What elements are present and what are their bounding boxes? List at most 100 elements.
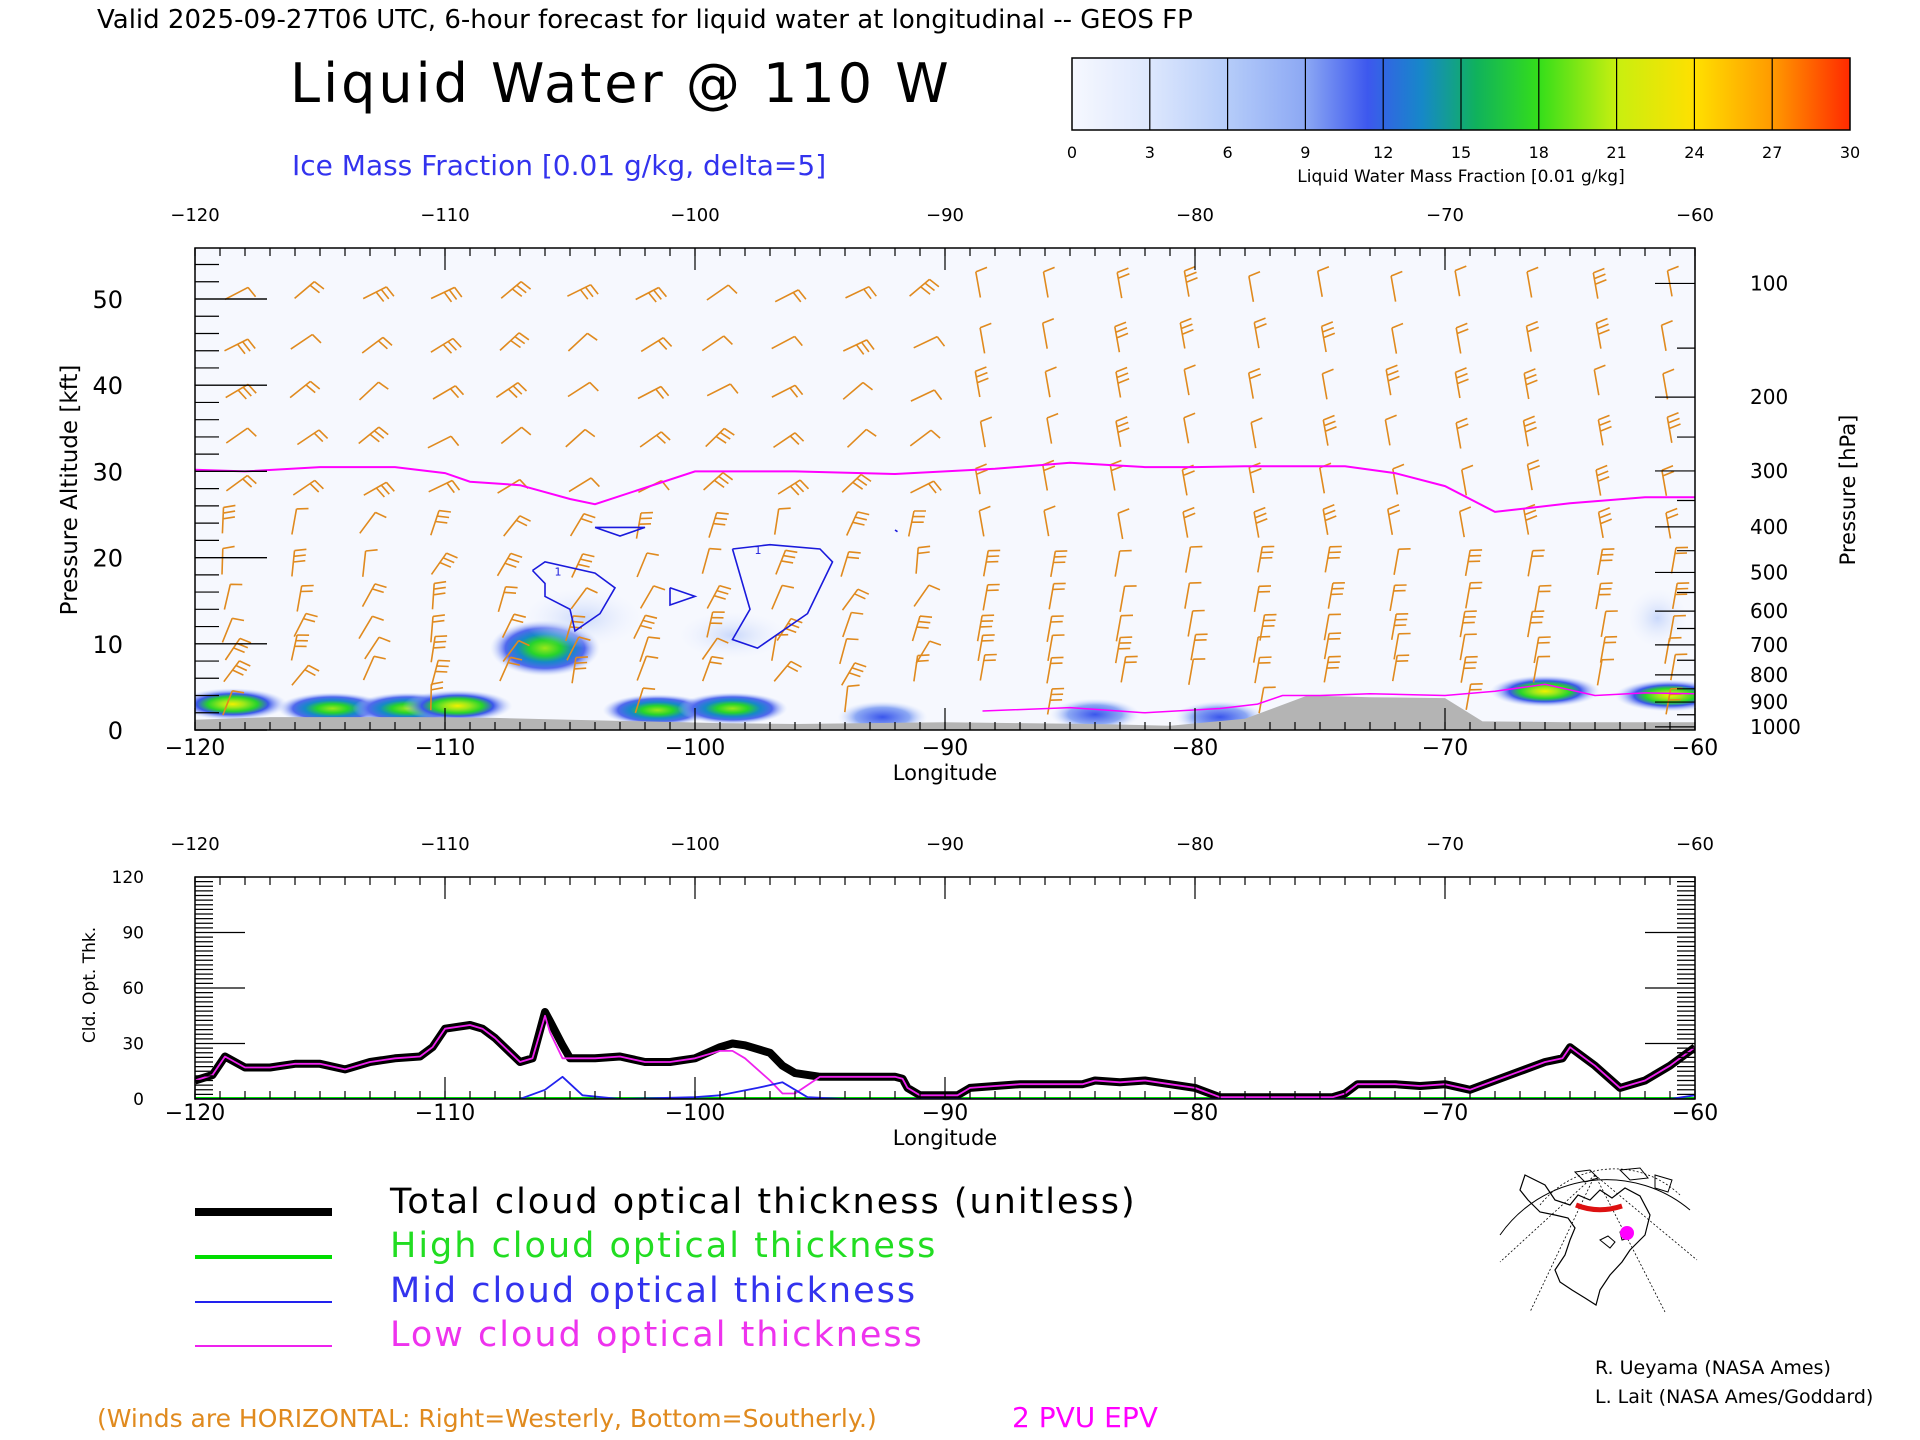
ice-subtitle: Ice Mass Fraction [0.01 g/kg, delta=5] xyxy=(292,149,826,182)
wind-barb xyxy=(430,552,458,575)
wind-barb xyxy=(773,507,791,535)
wind-barb xyxy=(1534,584,1552,612)
wind-barb xyxy=(571,553,595,578)
wind-barb xyxy=(496,552,523,577)
wind-barb xyxy=(1115,366,1130,398)
wind-barb xyxy=(1523,368,1538,400)
hpa-tick-label: 800 xyxy=(1750,663,1788,687)
wind-barb xyxy=(1465,581,1483,609)
colorbar-label: Liquid Water Mass Fraction [0.01 g/kg] xyxy=(1297,167,1624,187)
liquid-water-blob xyxy=(195,688,288,721)
wind-barb xyxy=(431,580,447,610)
wind-barb xyxy=(1114,636,1133,664)
wind-barb xyxy=(430,614,446,643)
wind-barb xyxy=(706,584,732,609)
wind-barb xyxy=(291,664,320,686)
x-tick-label: −100 xyxy=(670,205,719,226)
legend-label-high: High cloud optical thickness xyxy=(390,1226,937,1266)
wind-barb xyxy=(635,511,654,539)
x-tick-label: −90 xyxy=(922,736,968,761)
wind-barb xyxy=(846,428,877,448)
wind-barb xyxy=(1390,613,1409,640)
x-tick-label: −100 xyxy=(665,1101,725,1126)
x-tick-label: −70 xyxy=(1426,834,1464,855)
colorbar-tick-label: 3 xyxy=(1145,143,1155,162)
wind-barb xyxy=(1253,585,1272,613)
wind-barb xyxy=(639,636,661,662)
wind-barb xyxy=(1527,610,1545,638)
x-tick-label: −80 xyxy=(1172,1101,1218,1126)
credit-ueyama: R. Ueyama (NASA Ames) xyxy=(1595,1357,1831,1379)
wind-barb xyxy=(1253,317,1267,349)
ice-contour xyxy=(531,561,617,633)
opt-tick-label: 90 xyxy=(122,924,144,944)
ice-contour xyxy=(669,587,698,607)
wind-barb xyxy=(1595,582,1613,610)
epv-2pvu-line xyxy=(195,461,1695,513)
wind-barb xyxy=(1323,613,1341,641)
cloud-haze xyxy=(522,587,643,648)
wind-barb xyxy=(913,335,946,349)
wind-barb xyxy=(495,382,528,399)
wind-barb xyxy=(568,477,600,493)
legend: Total cloud optical thickness (unitless)… xyxy=(195,1182,1135,1355)
wind-barb xyxy=(842,381,873,400)
liquid-water-blob xyxy=(1615,679,1695,712)
opt-tick-label: 30 xyxy=(122,1035,144,1055)
wind-barb xyxy=(225,383,257,400)
wind-barb xyxy=(701,547,722,574)
wind-barb xyxy=(775,549,798,575)
wind-barb xyxy=(1597,414,1612,446)
wind-barb xyxy=(915,640,942,664)
credit-lait: L. Lait (NASA Ames/Goddard) xyxy=(1595,1386,1873,1408)
wind-barb xyxy=(1599,635,1618,663)
bottom-y-axis-label: Cld. Opt. Thk. xyxy=(80,927,100,1043)
wind-barb xyxy=(223,583,243,610)
wind-barb xyxy=(1661,465,1675,496)
wind-barb xyxy=(1525,320,1539,352)
wind-barb xyxy=(1600,610,1618,638)
wind-barb xyxy=(979,653,997,681)
wind-barb xyxy=(845,285,877,300)
epv-low-contours xyxy=(982,683,1695,714)
wind-barb xyxy=(705,427,735,448)
wind-barb xyxy=(637,385,670,400)
colorbar-ticks: 0 3 6 9 12 15 18 21 24 27 30 xyxy=(1067,143,1860,162)
map-meridian-2 xyxy=(1594,1174,1666,1313)
bottom-panel: −120 −110 −100 −90 −80 −70 −60 −120 −110 −100 −90… xyxy=(80,834,1718,1150)
wind-barb xyxy=(565,428,596,448)
main-title: Liquid Water @ 110 W xyxy=(290,52,952,115)
wind-barb xyxy=(1042,266,1055,298)
wind-barb xyxy=(1185,545,1203,573)
hpa-tick-label: 900 xyxy=(1750,690,1788,714)
wind-barb xyxy=(1322,504,1337,535)
wind-barb xyxy=(842,611,864,638)
wind-barb xyxy=(706,284,738,301)
wind-barb xyxy=(1254,656,1272,684)
wind-barb xyxy=(501,613,526,638)
hpa-tick-label: 300 xyxy=(1750,459,1788,483)
wind-barb xyxy=(915,545,931,574)
wind-barb xyxy=(1597,507,1613,539)
wind-barb xyxy=(907,510,926,537)
kft-tick-label: 20 xyxy=(92,545,123,573)
wind-barb xyxy=(364,636,391,660)
wind-barb xyxy=(982,583,1000,611)
wind-barb xyxy=(290,634,310,661)
epv-label: 2 PVU EPV xyxy=(1012,1401,1158,1434)
x-tick-label: −120 xyxy=(165,736,225,761)
wind-barb xyxy=(982,549,1001,577)
map-arctic-islands xyxy=(1573,1167,1673,1193)
wind-barb xyxy=(979,416,993,448)
wind-barb xyxy=(1046,615,1064,643)
top-panel-x-labels-top: −120 −110 −100 −90 −80 −70 −60 xyxy=(170,205,1714,226)
wind-barb xyxy=(497,586,518,613)
colorbar-tick-label: 0 xyxy=(1067,143,1077,162)
wind-barb xyxy=(291,548,307,577)
wind-barb xyxy=(1119,585,1137,612)
wind-barb xyxy=(701,655,724,682)
wind-barb xyxy=(1115,614,1134,642)
wind-barb xyxy=(361,583,387,607)
wind-barb xyxy=(636,552,659,578)
colorbar-tick-label: 21 xyxy=(1606,143,1626,162)
